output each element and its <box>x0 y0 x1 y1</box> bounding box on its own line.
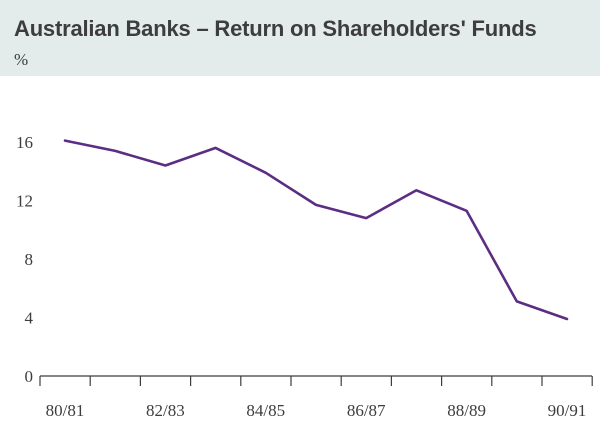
axes <box>39 375 593 386</box>
x-tick-label: 86/87 <box>347 401 386 420</box>
series-layer <box>63 139 569 321</box>
y-tick-label: 12 <box>16 192 33 211</box>
y-tick-labels: 0 4 8 12 16 <box>16 133 34 386</box>
x-tick-label: 84/85 <box>246 401 285 420</box>
series-line <box>63 139 569 321</box>
y-tick-label: 0 <box>25 367 34 386</box>
y-tick-label: 4 <box>25 309 34 328</box>
x-tick-labels: 80/81 82/83 84/85 86/87 88/89 90/91 <box>46 401 587 420</box>
y-tick-label: 8 <box>25 250 34 269</box>
y-unit-label: % <box>14 50 29 69</box>
header-band <box>0 0 600 76</box>
x-tick-label: 90/91 <box>548 401 587 420</box>
chart-title: Australian Banks – Return on Shareholder… <box>14 16 537 41</box>
x-tick-label: 88/89 <box>447 401 486 420</box>
x-tick-label: 82/83 <box>146 401 185 420</box>
x-tick-label: 80/81 <box>46 401 85 420</box>
y-tick-label: 16 <box>16 133 33 152</box>
